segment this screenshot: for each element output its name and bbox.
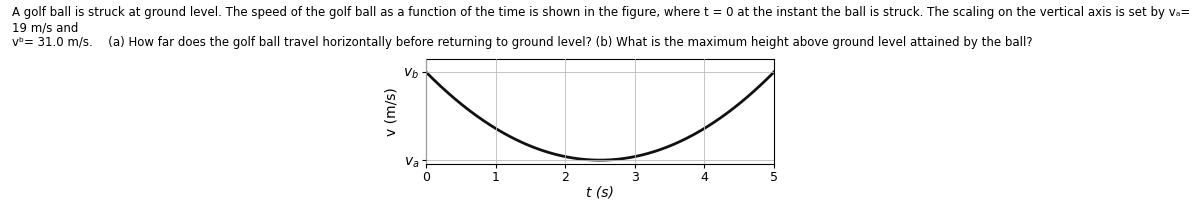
Y-axis label: v (m/s): v (m/s): [385, 87, 398, 136]
X-axis label: t (s): t (s): [586, 185, 614, 199]
Text: A golf ball is struck at ground level. The speed of the golf ball as a function : A golf ball is struck at ground level. T…: [12, 6, 1190, 49]
